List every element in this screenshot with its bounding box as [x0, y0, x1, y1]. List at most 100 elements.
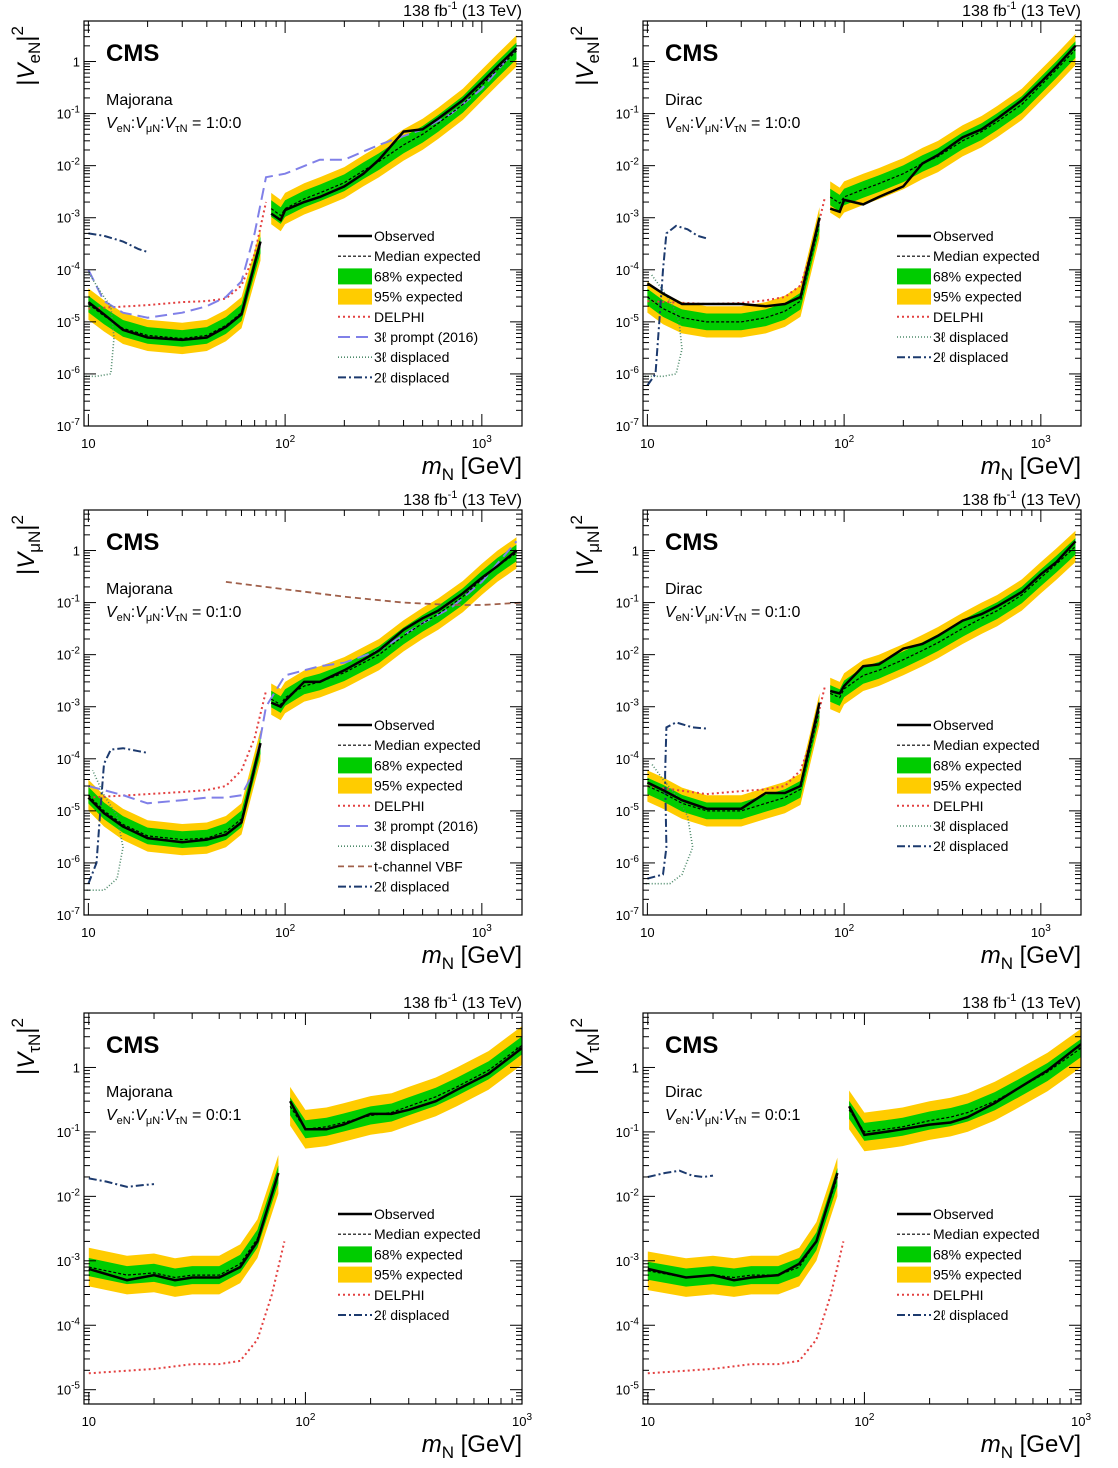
experiment-label: CMS — [106, 529, 159, 556]
x-tick-label: 102 — [275, 434, 295, 451]
y-axis-title: |VeN|2 — [8, 26, 44, 86]
legend-label-disp3l: 3ℓ displaced — [374, 349, 449, 365]
panel-dirac-e: 10 102 103 10-7 10-6 10-5 10-4 10-3 10-2 10-1 1 138… — [567, 0, 1082, 484]
prompt2016-line — [87, 47, 518, 319]
legend-item-observed: Observed — [897, 1206, 994, 1222]
legend-item-observed: Observed — [897, 228, 994, 244]
legend-item-disp2l: 2ℓ displaced — [338, 1307, 449, 1323]
lumi-label: 138 fb-1 (13 TeV) — [403, 992, 522, 1012]
x-axis-title: mN [GeV] — [422, 942, 522, 973]
legend-item-vbf: t-channel VBF — [338, 858, 463, 874]
y-tick-label: 10-3 — [57, 1252, 81, 1269]
y-tick-label: 10-4 — [616, 1316, 640, 1333]
x-tick-label: 10 — [82, 1414, 96, 1429]
x-axis-title: mN [GeV] — [422, 453, 522, 484]
legend-item-disp3l: 3ℓ displaced — [338, 838, 449, 854]
legend-item-band95: 95% expected — [338, 777, 463, 794]
y-tick-label: 10-7 — [616, 906, 640, 923]
legend-label-observed: Observed — [374, 228, 435, 244]
legend-item-disp2l: 2ℓ displaced — [338, 369, 449, 385]
legend-label-band68: 68% expected — [933, 268, 1022, 284]
experiment-label: CMS — [665, 40, 718, 67]
y-tick-label: 10-1 — [616, 1123, 640, 1140]
y-tick-label: 10-2 — [57, 646, 81, 663]
legend-label-delphi: DELPHI — [374, 798, 425, 814]
band68-band-segment-1 — [849, 1039, 1081, 1141]
x-tick-label: 10 — [640, 436, 654, 451]
legend-item-expected: Median expected — [897, 1226, 1040, 1242]
y-tick-label: 10-1 — [57, 105, 81, 122]
legend-label-expected: Median expected — [374, 737, 481, 753]
legend-label-delphi: DELPHI — [374, 309, 425, 325]
plot-area — [645, 530, 1077, 885]
legend-label-disp2l: 2ℓ displaced — [933, 1307, 1008, 1323]
x-tick-label: 103 — [1031, 923, 1051, 940]
legend-label-vbf: t-channel VBF — [374, 858, 463, 874]
legend-label-disp3l: 3ℓ displaced — [374, 838, 449, 854]
expected-line-segment-1 — [289, 1044, 522, 1130]
legend: Observed Median expected 68% expected 95% e… — [897, 1206, 1040, 1323]
y-tick-label: 10-1 — [57, 594, 81, 611]
legend-item-delphi: DELPHI — [338, 798, 425, 814]
legend-label-delphi: DELPHI — [933, 798, 984, 814]
legend-swatch-band95 — [338, 1266, 372, 1283]
disp2l-line — [647, 1169, 714, 1179]
disp3l-line — [86, 769, 124, 892]
legend-item-disp3l: 3ℓ displaced — [897, 329, 1008, 345]
panel-majorana-tau: 10 102 103 10-5 10-4 10-3 10-2 10-1 1 138 fb-1 (1… — [8, 992, 532, 1462]
band68-band-segment-0 — [88, 737, 261, 848]
y-axis-title: |VτN|2 — [8, 1018, 44, 1075]
observed-line-segment-1 — [289, 1047, 522, 1131]
band68-band-segment-0 — [647, 1167, 838, 1287]
legend-label-disp2l: 2ℓ displaced — [933, 838, 1008, 854]
legend-item-band95: 95% expected — [897, 1266, 1022, 1283]
legend-label-expected: Median expected — [933, 1226, 1040, 1242]
legend-item-band95: 95% expected — [897, 288, 1022, 305]
legend-label-delphi: DELPHI — [374, 1287, 425, 1303]
legend-item-expected: Median expected — [338, 1226, 481, 1242]
lumi-label: 138 fb-1 (13 TeV) — [962, 992, 1081, 1012]
observed-line-segment-0 — [87, 742, 262, 844]
legend-item-band68: 68% expected — [338, 268, 463, 285]
legend: Observed Median expected 68% expected 95% e… — [897, 717, 1040, 854]
legend: Observed Median expected 68% expected 95% e… — [338, 717, 481, 895]
panel-majorana-e: 10 102 103 10-7 10-6 10-5 10-4 10-3 10-2 10-1 1 138… — [8, 0, 523, 484]
y-tick-label: 10-4 — [57, 1316, 81, 1333]
legend-item-expected: Median expected — [338, 737, 481, 753]
legend-item-delphi: DELPHI — [897, 309, 984, 325]
legend-item-band95: 95% expected — [897, 777, 1022, 794]
legend-item-observed: Observed — [338, 228, 435, 244]
legend-item-observed: Observed — [897, 717, 994, 733]
y-axis-title: |VeN|2 — [567, 26, 603, 86]
legend-label-band95: 95% expected — [933, 1267, 1022, 1283]
observed-line-segment-1 — [270, 47, 518, 222]
plot-frame — [642, 20, 1082, 427]
variant-label: Dirac — [665, 92, 702, 109]
y-tick-label: 10-2 — [616, 646, 640, 663]
legend-item-disp2l: 2ℓ displaced — [897, 349, 1008, 365]
legend-label-band95: 95% expected — [933, 778, 1022, 794]
legend-label-disp3l: 3ℓ displaced — [933, 818, 1008, 834]
y-tick-label: 10-5 — [616, 802, 640, 819]
x-tick-label: 102 — [834, 434, 854, 451]
legend-label-band68: 68% expected — [933, 1246, 1022, 1262]
legend-label-observed: Observed — [933, 1206, 994, 1222]
legend-label-expected: Median expected — [374, 248, 481, 264]
legend-label-observed: Observed — [374, 717, 435, 733]
variant-label: Majorana — [106, 92, 173, 109]
variant-label: Dirac — [665, 1084, 702, 1101]
legend-item-prompt2016: 3ℓ prompt (2016) — [338, 818, 478, 834]
legend-label-prompt2016: 3ℓ prompt (2016) — [374, 329, 478, 345]
y-tick-label: 10-2 — [616, 157, 640, 174]
legend-item-band68: 68% expected — [338, 1246, 463, 1263]
x-tick-label: 103 — [1071, 1412, 1091, 1429]
legend-item-disp2l: 2ℓ displaced — [897, 1307, 1008, 1323]
disp2l-line — [646, 224, 707, 387]
legend-swatch-band95 — [897, 288, 931, 305]
legend: Observed Median expected 68% expected 95% e… — [338, 228, 481, 385]
legend-label-band68: 68% expected — [374, 268, 463, 284]
legend-swatch-band68 — [897, 1246, 931, 1263]
x-tick-label: 103 — [1031, 434, 1051, 451]
y-tick-label: 10-6 — [616, 854, 640, 871]
